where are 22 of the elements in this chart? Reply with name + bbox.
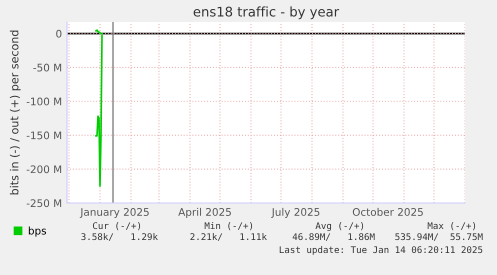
text: 535.94M/ 55.75M <box>395 233 483 241</box>
text: Min (-/+) <box>204 222 252 230</box>
y-tick-label: -200 M <box>26 165 62 174</box>
text: Cur (-/+) <box>92 222 140 230</box>
y-tick-label: -50 M <box>33 64 62 72</box>
x-tick-label: April 2025 <box>178 208 231 218</box>
text: 2.21k/ 1.11k <box>190 233 267 241</box>
text: 46.89M/ 1.86M <box>292 233 375 241</box>
y-tick-label: -250 M <box>26 199 62 208</box>
x-tick-label: July 2025 <box>271 208 320 218</box>
x-tick-label: January 2025 <box>80 208 149 218</box>
text: Avg (-/+) <box>316 222 364 231</box>
y-tick-label: -150 M <box>26 131 62 140</box>
y-tick-label: -100 M <box>26 98 62 106</box>
chart-title: ens18 traffic - by year <box>194 6 340 20</box>
text: Last update: Tue Jan 14 06:20:11 2025 <box>280 246 482 255</box>
text: 3.58k/ 1.29k <box>81 233 158 241</box>
text: Max (-/+) <box>428 222 476 230</box>
y-axis-title: bits in (-) / out (+) per second <box>10 30 21 194</box>
y-tick-label: 0 <box>56 30 62 38</box>
legend-label: bps <box>28 226 46 237</box>
x-tick-label: October 2025 <box>352 208 423 216</box>
